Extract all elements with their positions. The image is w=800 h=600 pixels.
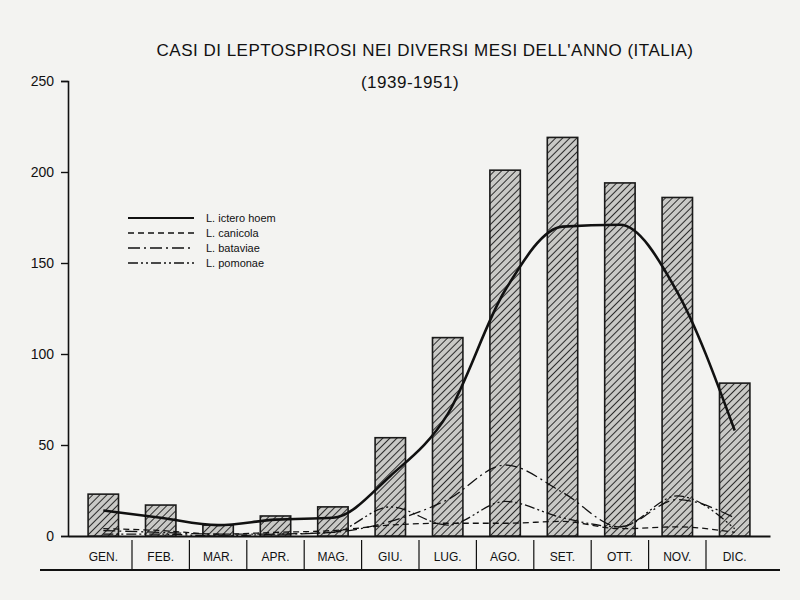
y-tick-mark (61, 263, 68, 264)
bar (547, 137, 577, 536)
x-tick: MAG. (318, 550, 349, 564)
y-tick-mark (61, 354, 68, 355)
legend-label: L. pomonae (206, 257, 264, 269)
bar (432, 338, 462, 536)
subtitle: (1939-1951) (361, 73, 459, 92)
category-separator (476, 540, 477, 569)
legend-swatch (128, 262, 194, 263)
legend-swatch (128, 232, 194, 233)
bar (662, 197, 692, 536)
category-separator (304, 540, 305, 569)
category-separator (591, 540, 592, 569)
y-tick: 100 (31, 346, 68, 362)
y-axis: 0 50 100 150 200 250 (31, 73, 69, 544)
x-tick-label: DIC. (723, 550, 747, 564)
bar (490, 170, 520, 536)
y-tick: 200 (31, 164, 68, 180)
line (103, 465, 734, 534)
category-separator (648, 540, 649, 569)
y-tick: 250 (31, 73, 68, 89)
y-tick-mark (61, 536, 68, 537)
x-tick: FEB. (147, 550, 174, 564)
legend-swatch (128, 217, 194, 219)
line (103, 521, 734, 534)
bar (318, 507, 348, 536)
x-tick-label: AGO. (490, 550, 520, 564)
x-tick: SET. (550, 550, 575, 564)
x-tick: GEN. (89, 550, 118, 564)
legend-label: L. ictero hoem (206, 212, 276, 224)
category-separator (131, 540, 132, 569)
bar (88, 494, 118, 536)
x-tick-label: FEB. (147, 550, 174, 564)
y-tick-label: 250 (31, 73, 55, 89)
legend-swatch (128, 247, 194, 248)
x-tick: GIU. (378, 550, 403, 564)
x-tick-label: OTT. (607, 550, 633, 564)
category-separator (418, 540, 419, 569)
plot-marks (88, 137, 750, 536)
x-tick: DIC. (723, 550, 747, 564)
bar (605, 183, 635, 536)
y-tick-mark (61, 81, 68, 82)
x-tick: MAR. (203, 550, 233, 564)
x-tick-label: GEN. (89, 550, 118, 564)
x-tick: LUG. (434, 550, 462, 564)
x-tick: OTT. (607, 550, 633, 564)
y-tick: 0 (46, 528, 68, 544)
y-axis-line (61, 82, 69, 537)
y-tick-label: 100 (31, 346, 55, 362)
x-tick-label: LUG. (434, 550, 462, 564)
chart: CASI DI LEPTOSPIROSI NEI DIVERSI MESI DE… (0, 0, 800, 600)
y-tick-label: 0 (46, 528, 54, 544)
y-tick-mark (61, 445, 68, 446)
x-tick: AGO. (490, 550, 520, 564)
x-tick: APR. (261, 550, 289, 564)
line (103, 225, 734, 525)
legend-label: L. bataviae (206, 242, 260, 254)
x-tick-label: NOV. (663, 550, 691, 564)
x-tick-label: GIU. (378, 550, 403, 564)
y-tick: 50 (38, 437, 68, 453)
legend: L. ictero hoem L. canicola L. bataviae L. p… (128, 212, 276, 269)
y-tick-label: 200 (31, 164, 55, 180)
table-rule (40, 569, 780, 571)
category-separator (246, 540, 247, 569)
y-tick-label: 150 (31, 255, 55, 271)
category-separator (361, 540, 362, 569)
y-tick-mark (61, 172, 68, 173)
x-tick-label: MAG. (318, 550, 349, 564)
x-tick-label: APR. (261, 550, 289, 564)
line (103, 496, 734, 536)
category-separator (705, 540, 706, 569)
background (0, 0, 800, 600)
x-tick-label: MAR. (203, 550, 233, 564)
y-tick: 150 (31, 255, 68, 271)
category-separator (533, 540, 534, 569)
x-tick: NOV. (663, 550, 691, 564)
title: CASI DI LEPTOSPIROSI NEI DIVERSI MESI DE… (157, 41, 694, 60)
legend-label: L. canicola (206, 227, 259, 239)
category-separator (189, 540, 190, 569)
y-tick-label: 50 (38, 437, 54, 453)
x-tick-label: SET. (550, 550, 575, 564)
